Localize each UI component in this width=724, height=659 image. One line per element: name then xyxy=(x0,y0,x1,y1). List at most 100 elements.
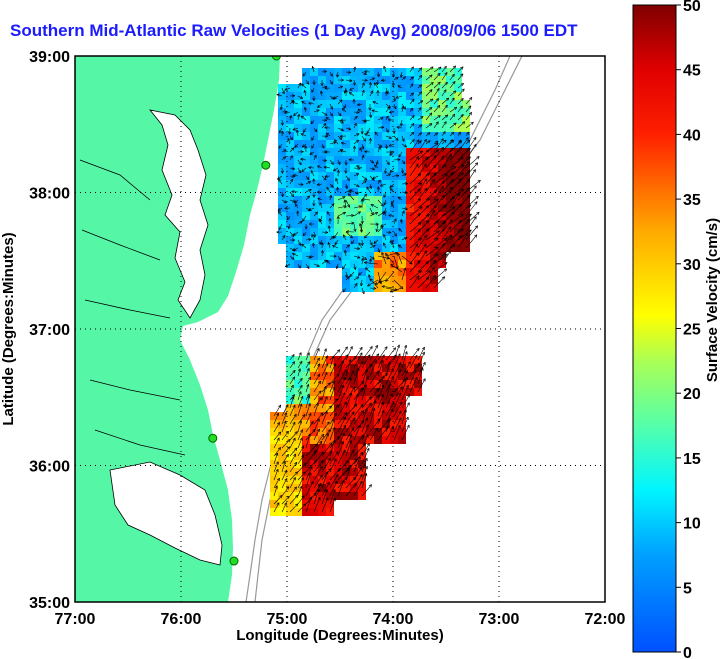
velocity-vector xyxy=(345,417,356,433)
velocity-vector-head xyxy=(357,166,361,169)
velocity-vector xyxy=(297,159,302,165)
velocity-vector xyxy=(297,437,303,449)
velocity-vector-head xyxy=(383,65,387,69)
velocity-vector-head xyxy=(295,129,298,133)
velocity-vector xyxy=(313,402,319,417)
velocity-vector-head xyxy=(432,209,436,212)
velocity-vector xyxy=(369,245,376,249)
velocity-vector-head xyxy=(451,234,453,238)
velocity-vector xyxy=(300,115,307,121)
velocity-vector-head xyxy=(368,396,372,398)
velocity-vector-head xyxy=(300,133,303,137)
velocity-vector-head xyxy=(388,173,391,177)
velocity-vector-head xyxy=(426,188,428,192)
velocity-vector xyxy=(393,417,402,433)
velocity-vector xyxy=(345,175,350,181)
velocity-vector-head xyxy=(401,210,405,214)
velocity-vector xyxy=(361,255,367,260)
velocity-vector-head xyxy=(389,188,392,192)
velocity-vector xyxy=(417,198,430,209)
velocity-vector-head xyxy=(430,82,434,84)
velocity-vector-head xyxy=(293,247,296,251)
velocity-vector-head xyxy=(389,154,393,156)
velocity-vector xyxy=(313,489,320,505)
velocity-vector-head xyxy=(434,132,438,134)
velocity-vector xyxy=(361,434,369,449)
velocity-vector-head xyxy=(388,106,391,110)
velocity-vector-head xyxy=(354,283,358,286)
velocity-vector xyxy=(465,137,477,153)
velocity-vector xyxy=(457,218,470,233)
velocity-vector xyxy=(417,132,422,137)
velocity-vector xyxy=(401,183,408,185)
velocity-vector xyxy=(425,237,439,249)
velocity-vector xyxy=(348,91,355,97)
velocity-vector-head xyxy=(355,403,358,407)
velocity-vector xyxy=(345,393,352,409)
velocity-vector xyxy=(449,188,464,201)
velocity-vector xyxy=(329,451,339,465)
velocity-vector-head xyxy=(317,263,320,267)
velocity-vector-head xyxy=(313,450,317,453)
velocity-vector xyxy=(433,262,448,273)
velocity-vector xyxy=(401,416,409,433)
velocity-vector-head xyxy=(466,187,470,190)
velocity-vector-head xyxy=(341,432,345,436)
velocity-vector-head xyxy=(452,132,455,136)
velocity-vector-head xyxy=(310,122,314,125)
velocity-vector-head xyxy=(278,145,280,149)
velocity-vector-head xyxy=(349,87,352,91)
velocity-vector xyxy=(385,167,387,174)
velocity-vector xyxy=(305,450,317,465)
velocity-vector xyxy=(321,363,329,377)
velocity-vector-head xyxy=(460,114,464,116)
velocity-vector xyxy=(357,108,363,113)
velocity-vector-head xyxy=(473,137,477,140)
velocity-vector xyxy=(353,223,356,232)
velocity-vector-head xyxy=(369,186,372,189)
velocity-vector-head xyxy=(460,73,464,76)
velocity-vector-head xyxy=(399,386,403,389)
velocity-vector-head xyxy=(433,155,437,157)
velocity-vector-head xyxy=(342,267,346,270)
x-tick-label: 76:00 xyxy=(161,611,202,628)
velocity-vector xyxy=(297,495,305,505)
velocity-vector-head xyxy=(301,454,305,457)
velocity-vector-head xyxy=(462,73,464,77)
velocity-vector-head xyxy=(284,156,287,160)
velocity-vector xyxy=(425,164,437,177)
velocity-vector-head xyxy=(292,238,296,241)
velocity-vector xyxy=(449,220,462,233)
velocity-vector-head xyxy=(431,267,435,270)
velocity-vector xyxy=(359,147,363,153)
velocity-vector-head xyxy=(325,112,328,116)
velocity-vector-head xyxy=(317,373,320,376)
velocity-vector xyxy=(385,231,392,233)
velocity-vector xyxy=(393,401,403,417)
velocity-vector-head xyxy=(308,181,311,185)
velocity-vector-head xyxy=(398,410,402,413)
velocity-vector-head xyxy=(301,168,304,172)
velocity-vector xyxy=(297,429,303,441)
velocity-vector-head xyxy=(376,186,379,190)
velocity-vector-head xyxy=(446,82,448,86)
velocity-vector-head xyxy=(364,368,368,372)
velocity-vector-head xyxy=(374,131,378,134)
velocity-vector xyxy=(321,86,327,89)
velocity-vector-head xyxy=(312,81,315,85)
velocity-vector xyxy=(465,225,478,241)
velocity-vector xyxy=(377,146,381,153)
velocity-vector xyxy=(409,198,421,209)
velocity-vector xyxy=(441,244,456,257)
velocity-vector-head xyxy=(334,440,336,444)
velocity-vector-head xyxy=(384,91,387,94)
velocity-vector xyxy=(385,91,387,97)
velocity-vector-head xyxy=(304,89,307,93)
velocity-vector xyxy=(289,370,296,377)
velocity-vector xyxy=(297,239,301,246)
velocity-vector-head xyxy=(311,234,315,237)
velocity-vector-head xyxy=(474,201,478,204)
velocity-vector-head xyxy=(373,242,377,244)
velocity-vector-head xyxy=(343,424,346,428)
velocity-vector xyxy=(294,199,299,204)
